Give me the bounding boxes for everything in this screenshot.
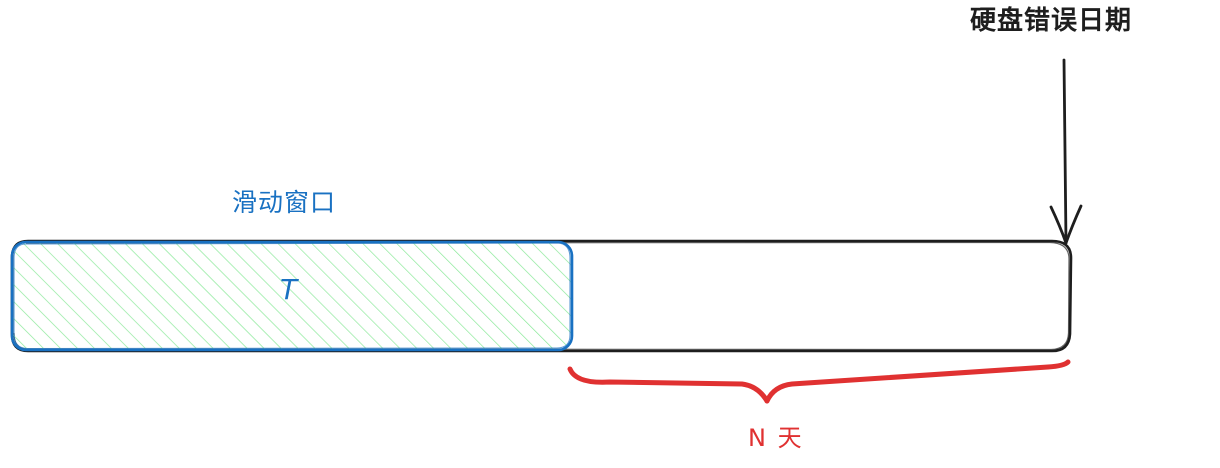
window-length-label: T (280, 273, 298, 306)
n-days-brace (567, 359, 1071, 404)
sliding-window-label: 滑动窗口 (232, 188, 337, 217)
n-days-label: N 天 (748, 424, 804, 452)
disk-error-date-label: 硬盘错误日期 (970, 6, 1133, 36)
error-date-arrow (1049, 58, 1083, 245)
sliding-window-box (10, 240, 574, 352)
